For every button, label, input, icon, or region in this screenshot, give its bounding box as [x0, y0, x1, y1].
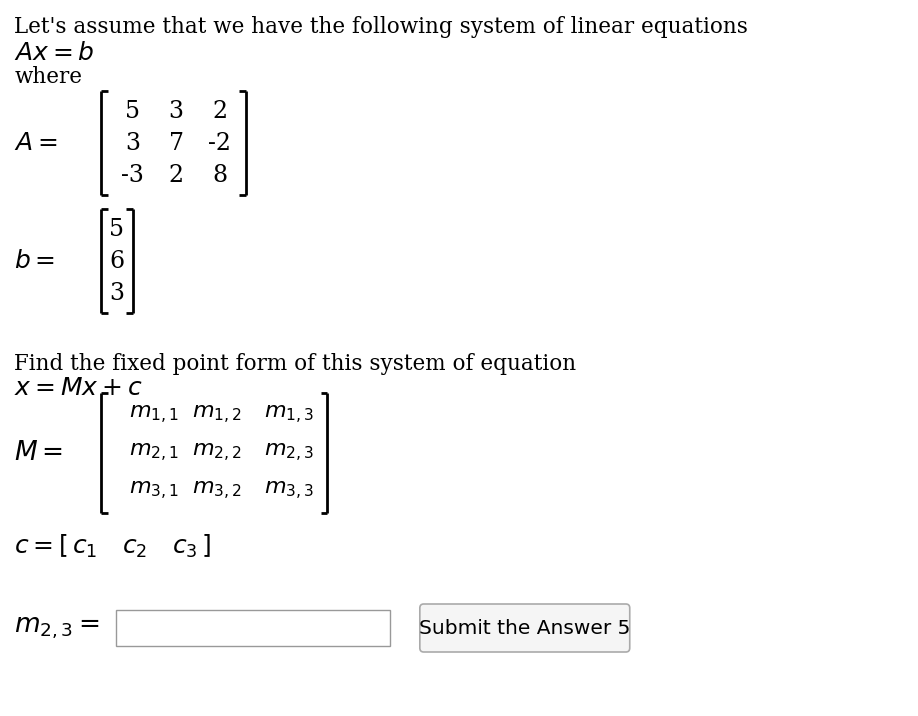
- Text: $m_{3,1}$: $m_{3,1}$: [129, 480, 179, 502]
- Text: $A =$: $A =$: [15, 131, 58, 155]
- Text: 8: 8: [212, 163, 227, 186]
- Text: $x = Mx + c$: $x = Mx + c$: [15, 376, 143, 400]
- Text: 5: 5: [126, 100, 140, 122]
- Text: $m_{3,2}$: $m_{3,2}$: [192, 480, 241, 502]
- Text: $M =$: $M =$: [15, 440, 63, 466]
- Text: $m_{1,3}$: $m_{1,3}$: [263, 404, 314, 426]
- Text: 3: 3: [126, 132, 140, 155]
- Text: 7: 7: [169, 132, 184, 155]
- Text: -3: -3: [121, 163, 144, 186]
- FancyBboxPatch shape: [420, 604, 630, 652]
- Text: $m_{2,3}$: $m_{2,3}$: [263, 442, 314, 464]
- Text: $c = \left[\, c_1 \quad c_2 \quad c_3 \,\right]$: $c = \left[\, c_1 \quad c_2 \quad c_3 \,…: [15, 533, 212, 560]
- Text: $m_{1,2}$: $m_{1,2}$: [192, 404, 241, 426]
- Text: $m_{2,3}=$: $m_{2,3}=$: [15, 615, 100, 641]
- Text: 5: 5: [109, 218, 124, 241]
- Text: 2: 2: [169, 163, 184, 186]
- Text: 2: 2: [212, 100, 227, 122]
- Text: $b =$: $b =$: [15, 249, 55, 273]
- Text: -2: -2: [208, 132, 231, 155]
- Text: $m_{3,3}$: $m_{3,3}$: [263, 480, 314, 502]
- Text: Let's assume that we have the following system of linear equations: Let's assume that we have the following …: [15, 16, 748, 38]
- Text: $m_{1,1}$: $m_{1,1}$: [129, 404, 179, 426]
- Text: 6: 6: [109, 249, 124, 273]
- Bar: [116, 610, 390, 646]
- Text: 3: 3: [109, 281, 124, 304]
- Text: Submit the Answer 5: Submit the Answer 5: [420, 619, 631, 637]
- Text: 3: 3: [169, 100, 184, 122]
- Text: $Ax = b$: $Ax = b$: [15, 41, 95, 65]
- Text: $m_{2,1}$: $m_{2,1}$: [129, 442, 179, 464]
- Text: where: where: [15, 66, 83, 88]
- Text: $m_{2,2}$: $m_{2,2}$: [192, 442, 241, 464]
- Text: Find the fixed point form of this system of equation: Find the fixed point form of this system…: [15, 353, 577, 375]
